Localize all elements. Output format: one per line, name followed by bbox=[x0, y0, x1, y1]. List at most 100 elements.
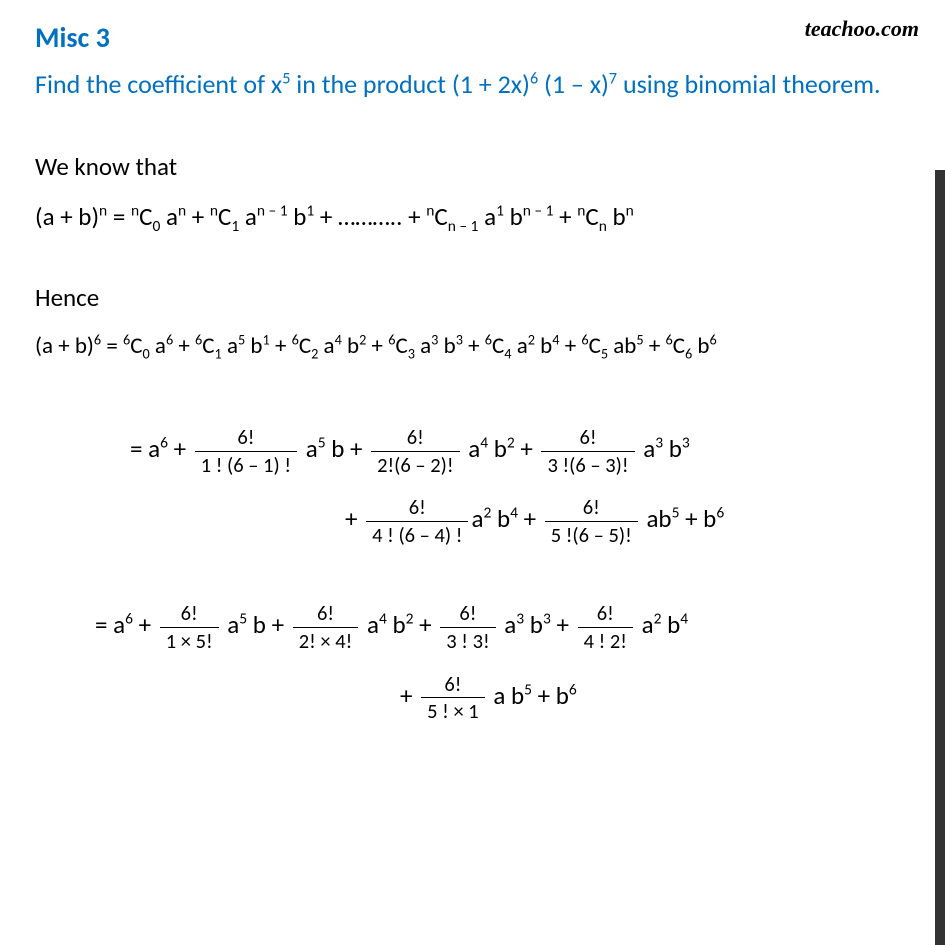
fl2-ts: 6 bbox=[716, 504, 724, 523]
f2n: 6! bbox=[371, 425, 459, 452]
f2be: 2 bbox=[507, 434, 515, 453]
fl3-ls: 6 bbox=[125, 610, 133, 629]
eq: = bbox=[107, 201, 131, 232]
frac-line-1: = a6 + 6!1 ! (6 – 1) ! a5 b + 6!2!(6 – 2… bbox=[35, 425, 915, 477]
f8be: 3 bbox=[543, 610, 551, 629]
f6ae: 5 bbox=[239, 610, 247, 629]
a0: a bbox=[160, 201, 178, 232]
frac-10: 6!5 ! × 1 bbox=[421, 672, 485, 724]
f3a: a bbox=[638, 433, 656, 464]
frac-3: 6!3 !(6 – 3)! bbox=[541, 425, 634, 477]
fl2-tail: + b bbox=[679, 503, 716, 534]
f1n: 6! bbox=[195, 425, 297, 452]
f7be: 2 bbox=[406, 610, 414, 629]
f7ae: 4 bbox=[379, 610, 387, 629]
p2: + bbox=[553, 201, 577, 232]
f1m: b bbox=[326, 433, 345, 464]
fl4-lead: + bbox=[400, 680, 418, 711]
frac-line-3: = a6 + 6!1 × 5! a5 b + 6!2! × 4! a4 b2 +… bbox=[35, 601, 915, 653]
a1e: 1 bbox=[496, 201, 504, 220]
f1ae: 5 bbox=[318, 434, 326, 453]
f4n: 6! bbox=[366, 495, 468, 522]
f7n: 6! bbox=[293, 601, 359, 628]
f9d: 4 ! 2! bbox=[578, 628, 633, 654]
fl1-ls: 6 bbox=[160, 434, 168, 453]
frac-7: 6!2! × 4! bbox=[293, 601, 359, 653]
f7m: b bbox=[387, 609, 406, 640]
f8m: b bbox=[524, 609, 543, 640]
f1d: 1 ! (6 – 1) ! bbox=[195, 452, 297, 478]
f3be: 3 bbox=[682, 434, 690, 453]
c1: C bbox=[218, 201, 231, 232]
q-part3: (1 – x) bbox=[538, 68, 609, 100]
frac-4: 6!4 ! (6 – 4) ! bbox=[366, 495, 468, 547]
f8n: 6! bbox=[440, 601, 495, 628]
f9a: a bbox=[636, 609, 654, 640]
a1: a bbox=[239, 201, 257, 232]
hence-label: Hence bbox=[35, 279, 915, 317]
f3n: 6! bbox=[541, 425, 634, 452]
f6m: b bbox=[247, 609, 266, 640]
f2d: 2!(6 – 2)! bbox=[371, 452, 459, 478]
fl1-lead: = a bbox=[130, 433, 160, 464]
general-binomial: (a + b)n = nC0 an + nC1 an – 1 b1 + ……….… bbox=[35, 198, 915, 236]
f5a: ab bbox=[641, 503, 672, 534]
c0: C bbox=[139, 201, 152, 232]
f4d: 4 ! (6 – 4) ! bbox=[366, 522, 468, 548]
f5n: 6! bbox=[545, 495, 638, 522]
f6a: a bbox=[222, 609, 240, 640]
f2ae: 4 bbox=[480, 434, 488, 453]
c1n: n bbox=[210, 201, 218, 220]
frac-2: 6!2!(6 – 2)! bbox=[371, 425, 459, 477]
f8a: a bbox=[499, 609, 517, 640]
frac-6: 6!1 × 5! bbox=[160, 601, 219, 653]
cnr: n bbox=[599, 217, 607, 236]
problem-title: Misc 3 bbox=[35, 20, 915, 55]
f10n: 6! bbox=[421, 672, 485, 699]
f4m: b bbox=[491, 503, 510, 534]
f3ae: 3 bbox=[655, 434, 663, 453]
frac-5: 6!5 !(6 – 5)! bbox=[545, 495, 638, 547]
problem-question: Find the coefficient of x5 in the produc… bbox=[35, 65, 915, 104]
fl2-lead: + bbox=[345, 503, 363, 534]
dots: + ……….. + bbox=[314, 201, 426, 232]
frac-8: 6!3 ! 3! bbox=[440, 601, 495, 653]
watermark-text: teachoo.com bbox=[805, 16, 919, 42]
fl3-lead: = a bbox=[95, 609, 125, 640]
f7d: 2! × 4! bbox=[293, 628, 359, 654]
fl4-ts: 6 bbox=[569, 680, 577, 699]
f4be: 4 bbox=[510, 504, 518, 523]
f3d: 3 !(6 – 3)! bbox=[541, 452, 634, 478]
an: n bbox=[178, 201, 186, 220]
frac-line-4: + 6!5 ! × 1 a b5 + b6 bbox=[35, 672, 915, 724]
q-part1: Find the coefficient of x bbox=[35, 68, 282, 100]
bn1: n – 1 bbox=[523, 201, 554, 220]
cn: C bbox=[585, 201, 598, 232]
frac-1: 6!1 ! (6 – 1) ! bbox=[195, 425, 297, 477]
f2a: a bbox=[463, 433, 481, 464]
f9n: 6! bbox=[578, 601, 633, 628]
f6d: 1 × 5! bbox=[160, 628, 219, 654]
f8ae: 3 bbox=[516, 610, 524, 629]
cn1r: n – 1 bbox=[448, 217, 479, 236]
f6n: 6! bbox=[160, 601, 219, 628]
f8d: 3 ! 3! bbox=[440, 628, 495, 654]
q-sup3: 7 bbox=[609, 69, 617, 88]
f7a: a bbox=[361, 609, 379, 640]
an1: n – 1 bbox=[257, 201, 288, 220]
f10be: 5 bbox=[524, 680, 532, 699]
fl4-tail: + b bbox=[532, 680, 569, 711]
f3m: b bbox=[663, 433, 682, 464]
f10a: a b bbox=[488, 680, 524, 711]
frac-9: 6!4 ! 2! bbox=[578, 601, 633, 653]
q-sup2: 6 bbox=[530, 69, 538, 88]
page-content: Misc 3 Find the coefficient of x5 in the… bbox=[0, 0, 945, 748]
we-know-label: We know that bbox=[35, 148, 915, 186]
f9m: b bbox=[661, 609, 680, 640]
lhs-sup: n bbox=[99, 201, 107, 220]
f2m: b bbox=[488, 433, 507, 464]
p1: + bbox=[186, 201, 210, 232]
f1a: a bbox=[300, 433, 318, 464]
bn: n bbox=[626, 201, 634, 220]
f5d: 5 !(6 – 5)! bbox=[545, 522, 638, 548]
